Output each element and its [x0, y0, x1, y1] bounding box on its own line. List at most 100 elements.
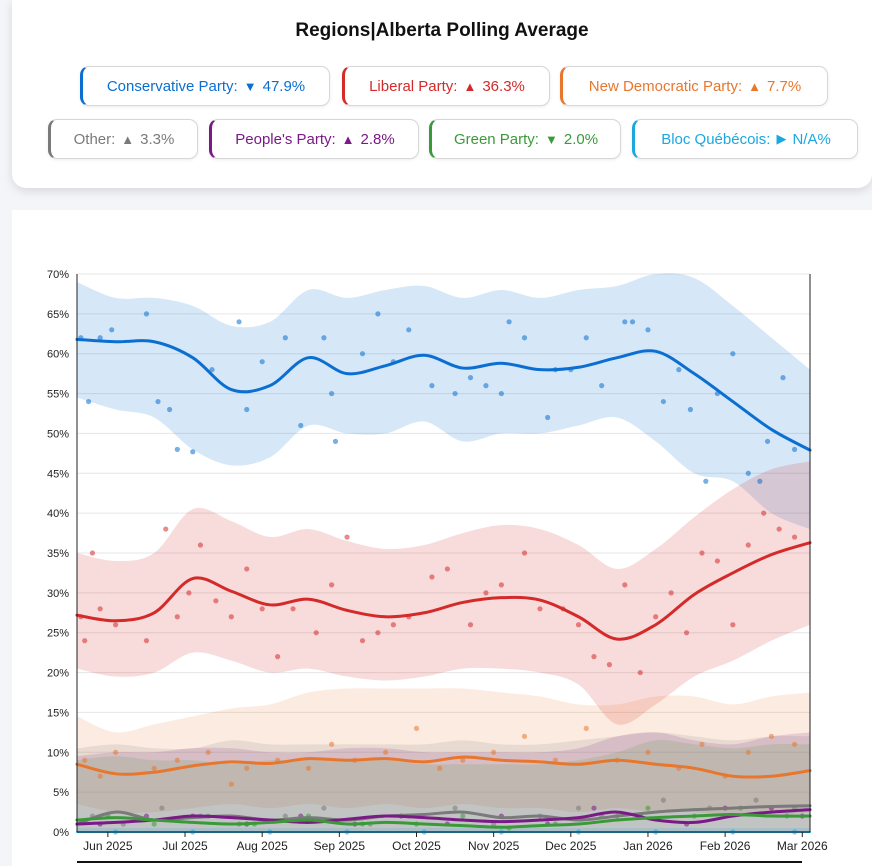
poll-point: [159, 805, 165, 811]
party-pill[interactable]: Bloc Québécois: ▶ N/A%: [632, 119, 858, 159]
poll-point: [344, 534, 350, 540]
party-pill[interactable]: Other: ▲ 3.3%: [48, 119, 198, 159]
poll-point: [753, 797, 759, 803]
poll-point: [190, 449, 196, 455]
poll-point: [606, 662, 612, 668]
poll-point: [645, 805, 651, 811]
poll-point: [521, 733, 528, 739]
x-tick-label: Aug 2025: [236, 839, 288, 853]
poll-point: [645, 749, 651, 755]
poll-point: [699, 550, 705, 556]
poll-point: [622, 319, 628, 325]
x-tick-label: Mar 2026: [777, 839, 828, 853]
poll-point: [112, 749, 119, 755]
party-pill[interactable]: Green Party: ▼ 2.0%: [429, 119, 621, 159]
poll-point: [186, 590, 192, 596]
poll-point: [143, 638, 150, 644]
y-tick-label: 0%: [53, 827, 69, 839]
poll-point: [491, 749, 497, 755]
party-name: New Democratic Party:: [588, 77, 743, 95]
poll-point: [174, 446, 180, 452]
poll-point: [591, 805, 597, 811]
poll-point: [313, 630, 319, 636]
party-name: Conservative Party:: [106, 77, 238, 95]
poll-point: [498, 582, 504, 588]
poll-point: [112, 622, 119, 628]
confidence-band: [77, 688, 810, 817]
poll-point: [745, 749, 751, 755]
poll-point: [506, 319, 512, 325]
trend-up-icon: ▲: [463, 78, 477, 94]
poll-point: [757, 478, 763, 484]
party-pill[interactable]: New Democratic Party: ▲ 7.7%: [560, 66, 828, 106]
confidence-band: [77, 273, 810, 530]
poll-point: [687, 406, 694, 413]
poll-point: [282, 335, 288, 341]
x-tick-label: Dec 2025: [545, 839, 597, 853]
poll-point: [298, 422, 304, 429]
poll-point: [163, 526, 169, 532]
poll-point: [155, 398, 161, 405]
party-pill[interactable]: Liberal Party: ▲ 36.3%: [342, 66, 550, 106]
poll-point: [591, 654, 597, 660]
party-value: 3.3%: [140, 130, 175, 148]
y-tick-label: 10%: [47, 747, 69, 759]
poll-point: [660, 398, 667, 405]
poll-point: [166, 406, 173, 413]
poll-point: [85, 398, 92, 405]
poll-point: [305, 765, 312, 771]
poll-point: [429, 383, 435, 389]
x-tick-label: Oct 2025: [392, 839, 441, 853]
poll-point: [174, 614, 180, 620]
poll-point: [359, 351, 366, 357]
poll-point: [637, 669, 643, 676]
series-line: [75, 337, 812, 452]
poll-point: [151, 765, 157, 771]
poll-point: [259, 606, 265, 612]
party-name: People's Party:: [235, 130, 336, 148]
x-tick-label: Jun 2025: [83, 839, 133, 853]
poll-point: [452, 805, 458, 811]
poll-point: [209, 367, 215, 373]
poll-point: [359, 638, 366, 644]
poll-point: [429, 574, 435, 580]
poll-point: [375, 311, 381, 317]
series-line: [75, 808, 812, 826]
party-value: 2.0%: [563, 130, 599, 148]
poll-point: [545, 414, 551, 421]
poll-point: [730, 351, 736, 357]
poll-point: [467, 375, 474, 381]
party-pill[interactable]: Conservative Party: ▼ 47.9%: [80, 66, 330, 106]
poll-point: [498, 390, 504, 397]
poll-point: [776, 526, 782, 532]
poll-point: [321, 335, 327, 341]
y-tick-label: 35%: [47, 548, 69, 560]
poll-point: [109, 327, 115, 333]
poll-point: [244, 765, 250, 771]
page-title: Regions|Alberta Polling Average: [295, 20, 589, 41]
poll-point: [413, 725, 420, 731]
party-value: 47.9%: [262, 77, 306, 95]
poll-point: [329, 582, 335, 588]
x-tick-label: Feb 2026: [700, 839, 751, 853]
party-value: 7.7%: [767, 77, 802, 95]
poll-point: [599, 383, 605, 389]
party-value: N/A%: [792, 130, 831, 148]
party-name: Bloc Québécois:: [661, 130, 771, 148]
poll-point: [406, 327, 412, 333]
poll-point: [151, 821, 157, 827]
x-tick-label: Jul 2025: [162, 839, 208, 853]
trend-right-icon: ▶: [776, 131, 787, 146]
poll-point: [521, 335, 528, 341]
poll-point: [583, 335, 589, 341]
series-line: [75, 812, 812, 829]
party-pill[interactable]: People's Party: ▲ 2.8%: [209, 119, 419, 159]
poll-point: [780, 375, 786, 381]
poll-point: [437, 765, 443, 771]
poll-point: [290, 606, 296, 612]
party-value: 36.3%: [482, 77, 525, 95]
poll-point: [383, 749, 389, 755]
poll-point: [791, 534, 798, 540]
trend-up-icon: ▲: [748, 78, 762, 94]
poll-point: [197, 542, 204, 548]
